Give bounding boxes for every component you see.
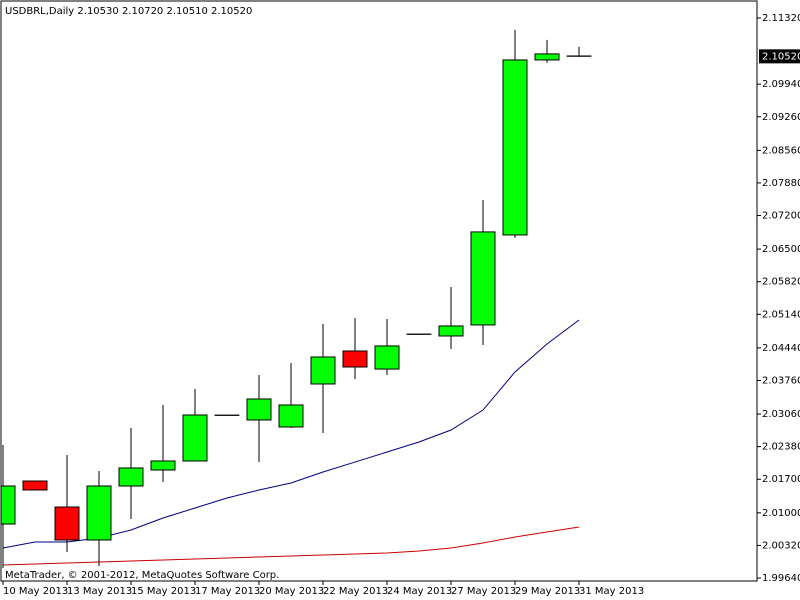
y-tick-label: 2.03760 xyxy=(762,375,800,386)
x-tick-label: 15 May 2013 xyxy=(131,586,196,597)
y-tick-label: 2.05140 xyxy=(762,309,800,320)
y-tick-label: 2.01700 xyxy=(762,474,800,485)
candle-body xyxy=(86,485,112,541)
candle-body xyxy=(534,53,560,61)
candle-body xyxy=(406,333,432,335)
footer: MetaTrader, © 2001-2012, MetaQuotes Soft… xyxy=(5,570,279,581)
chart-title: USDBRL,Daily 2.10530 2.10720 2.10510 2.1… xyxy=(5,6,252,17)
candle-body xyxy=(374,345,400,370)
y-tick-label: 2.08560 xyxy=(762,145,800,156)
candle-body xyxy=(214,414,240,416)
y-tick-label: 1.99640 xyxy=(762,573,800,584)
candle-body xyxy=(150,460,176,471)
y-tick-label: 2.11320 xyxy=(762,13,800,24)
candle-body xyxy=(118,467,144,487)
x-tick-label: 10 May 2013 xyxy=(3,586,68,597)
x-tick-label: 24 May 2013 xyxy=(387,586,452,597)
y-tick-label: 2.07880 xyxy=(762,178,800,189)
y-tick-label: 2.09260 xyxy=(762,112,800,123)
y-tick-label: 2.04440 xyxy=(762,343,800,354)
x-tick-label: 22 May 2013 xyxy=(323,586,388,597)
candle-body xyxy=(54,506,80,541)
plot-frame xyxy=(0,0,758,582)
x-tick-label: 17 May 2013 xyxy=(195,586,260,597)
y-tick-label: 2.03060 xyxy=(762,409,800,420)
x-tick-label: 20 May 2013 xyxy=(259,586,324,597)
candle-body xyxy=(278,404,304,428)
x-tick-label: 27 May 2013 xyxy=(451,586,516,597)
current-price-box xyxy=(759,49,800,64)
plot-area xyxy=(1,29,592,568)
x-tick-label: 29 May 2013 xyxy=(515,586,580,597)
candle-body xyxy=(438,325,464,337)
x-tick-label: 13 May 2013 xyxy=(67,586,132,597)
candle-body xyxy=(22,480,48,491)
y-tick-label: 2.07200 xyxy=(762,211,800,222)
candle-body xyxy=(502,59,528,236)
candle-body xyxy=(182,414,208,462)
y-tick-label: 2.09940 xyxy=(762,79,800,90)
candle-body xyxy=(246,398,272,421)
candle-body xyxy=(310,356,336,385)
y-tick-label: 2.01000 xyxy=(762,508,800,519)
y-tick-label: 2.05820 xyxy=(762,277,800,288)
candle-body xyxy=(1,485,16,525)
candle-body xyxy=(566,55,592,57)
current-price-label: 2.10520 xyxy=(762,51,800,62)
x-tick-label: 31 May 2013 xyxy=(579,586,644,597)
y-tick-label: 2.02380 xyxy=(762,442,800,453)
y-tick-label: 2.06500 xyxy=(762,244,800,255)
candle-body xyxy=(470,231,496,326)
candle-body xyxy=(342,350,368,368)
y-tick-label: 2.00320 xyxy=(762,540,800,551)
